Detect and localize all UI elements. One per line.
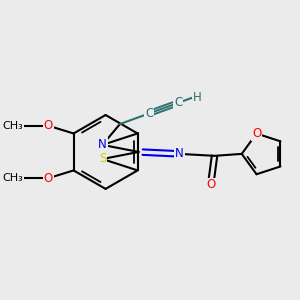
Text: O: O [206,178,215,191]
Text: C: C [145,107,153,120]
Text: N: N [175,147,184,161]
Text: O: O [252,127,261,140]
Text: H: H [193,91,202,104]
Text: C: C [174,96,182,109]
Text: CH₃: CH₃ [2,121,23,131]
Text: CH₃: CH₃ [2,173,23,183]
Text: S: S [99,152,106,166]
Text: O: O [44,172,53,185]
Text: N: N [98,138,107,152]
Text: O: O [44,119,53,132]
